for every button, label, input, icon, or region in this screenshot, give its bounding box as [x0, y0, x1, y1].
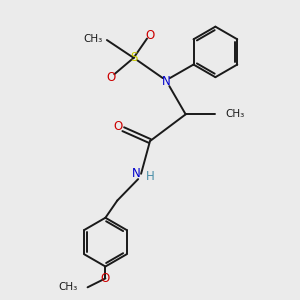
Text: CH₃: CH₃ — [226, 109, 245, 119]
Text: S: S — [130, 51, 137, 64]
Text: CH₃: CH₃ — [83, 34, 102, 44]
Text: N: N — [132, 167, 141, 180]
Text: H: H — [146, 170, 154, 183]
Text: O: O — [101, 272, 110, 285]
Text: O: O — [146, 29, 154, 42]
Text: CH₃: CH₃ — [58, 282, 77, 292]
Text: O: O — [107, 71, 116, 84]
Text: O: O — [113, 120, 122, 133]
Text: N: N — [162, 75, 171, 88]
